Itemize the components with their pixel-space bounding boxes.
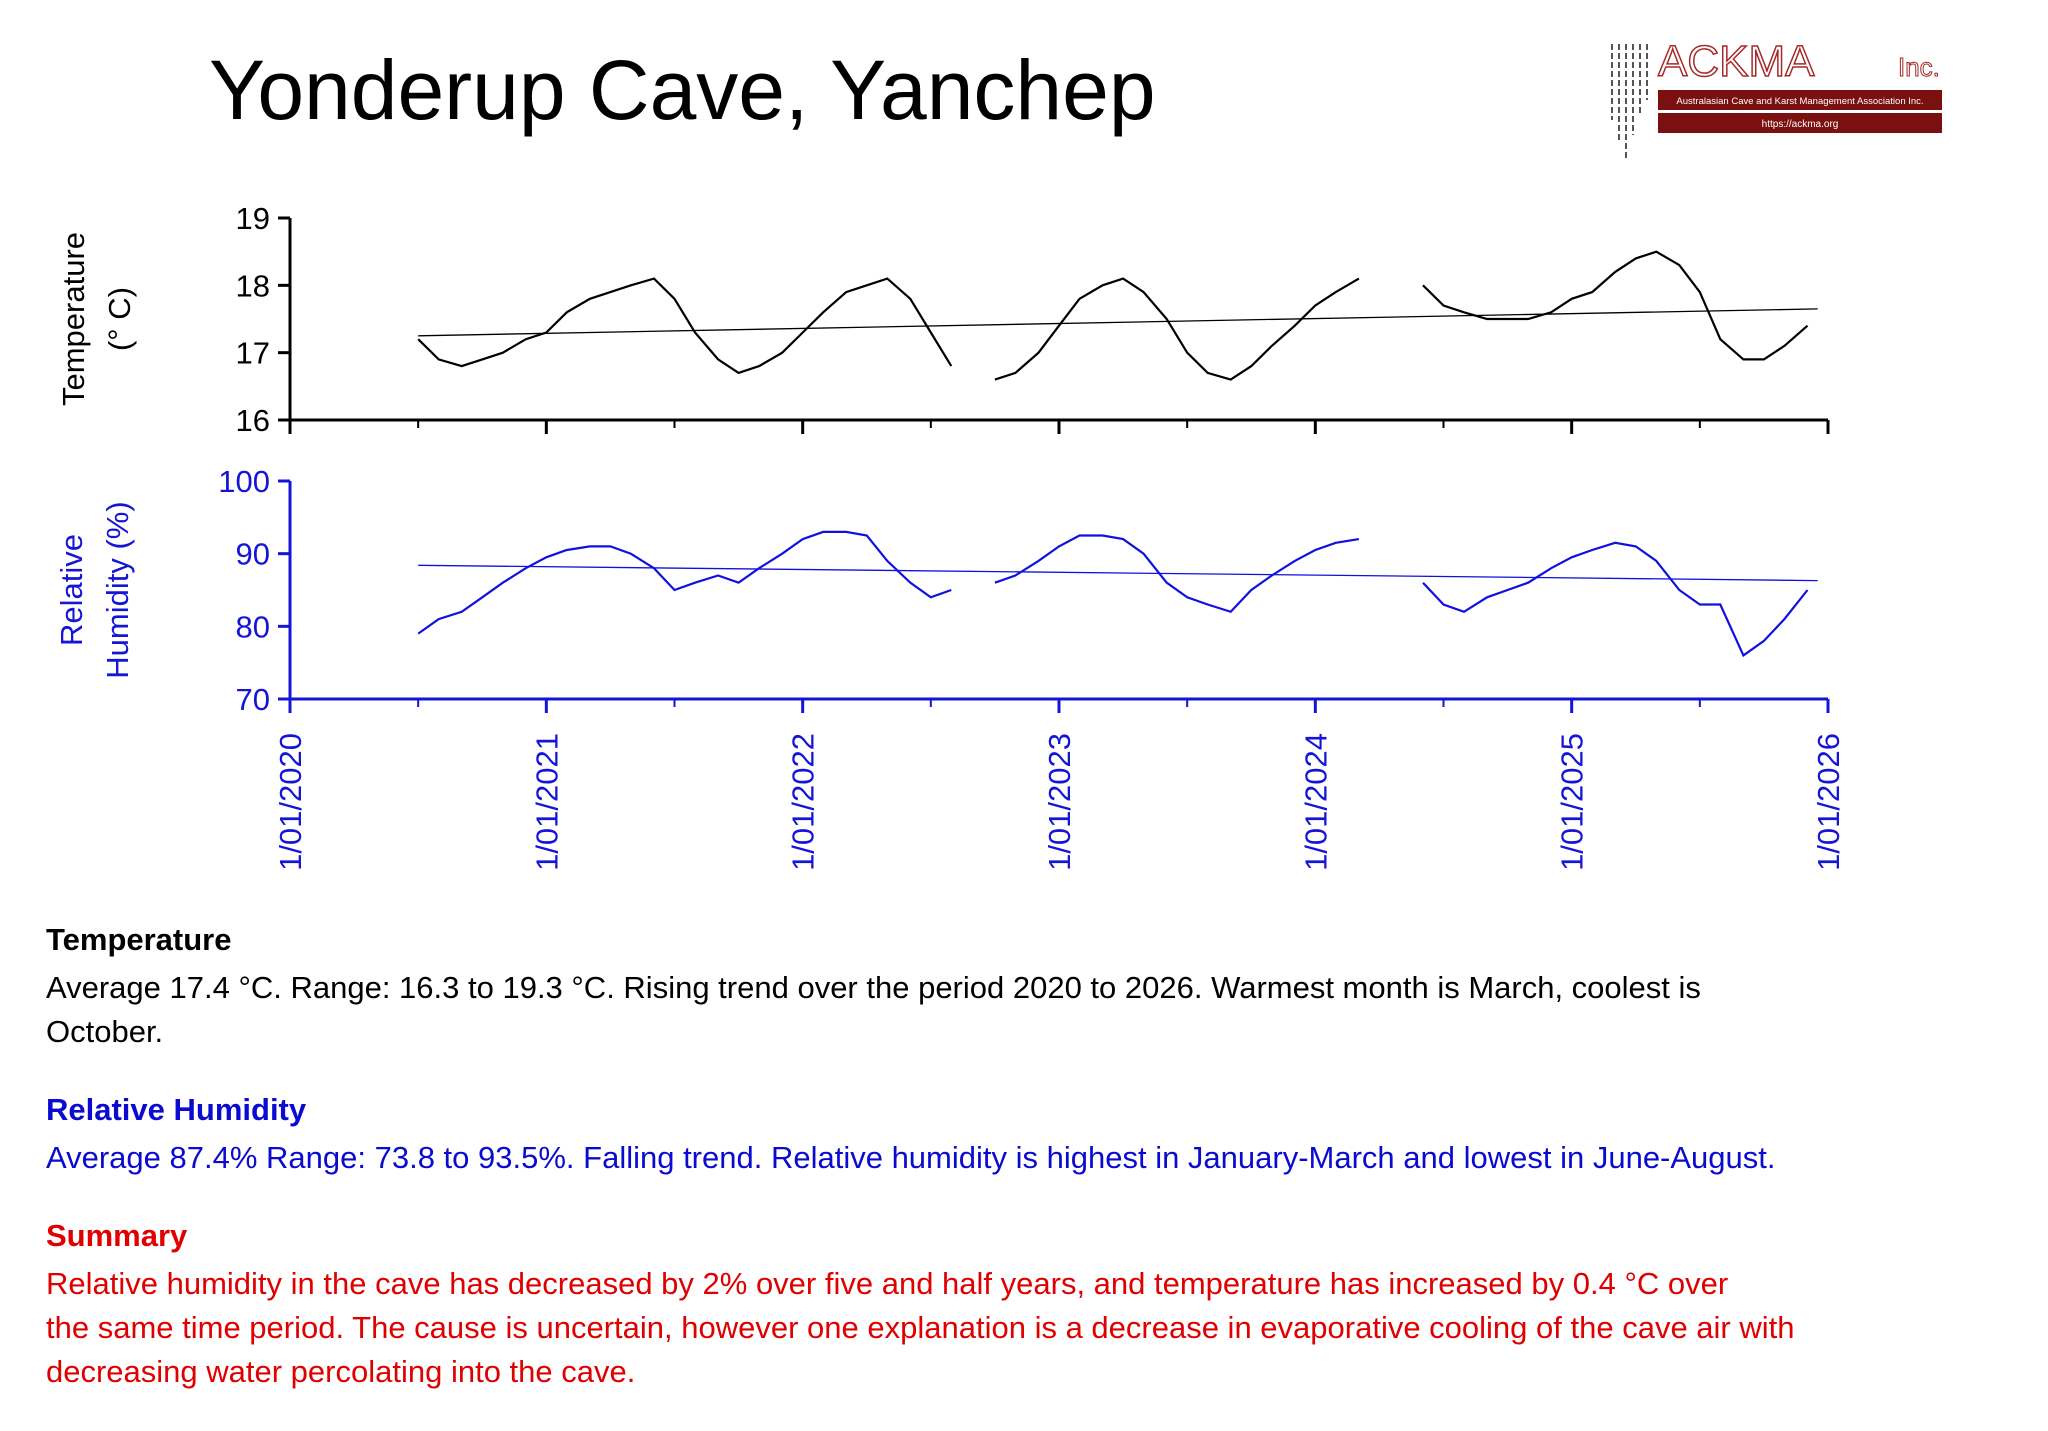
y-tick-label: 16 <box>236 403 270 438</box>
y-tick-label: 18 <box>236 268 270 303</box>
note-line: Average 87.4% Range: 73.8 to 93.5%. Fall… <box>46 1140 1776 1175</box>
note-line: the same time period. The cause is uncer… <box>46 1310 1795 1345</box>
series-line <box>417 250 1809 381</box>
y-axis-label: Humidity (%) <box>100 501 135 678</box>
note-line: Average 17.4 °C. Range: 16.3 to 19.3 °C.… <box>46 970 1701 1005</box>
charts: 16 17 18 19 Temperature (° C) 70 80 90 100 1/01/20… <box>54 201 1846 871</box>
note-heading: Relative Humidity <box>46 1092 307 1127</box>
x-tick-label: 1/01/2026 <box>1811 733 1846 871</box>
x-tick-label: 1/01/2025 <box>1555 733 1590 871</box>
note-line: decreasing water percolating into the ca… <box>46 1354 636 1389</box>
note-line: October. <box>46 1014 164 1049</box>
y-tick-label: 70 <box>236 682 270 717</box>
note: Summary Relative humidity in the cave has… <box>46 1214 2036 1394</box>
x-tick-label: 1/01/2022 <box>786 733 821 871</box>
page-title: Yonderup Cave, Yanchep <box>209 43 1156 137</box>
logo-name: ACKMA <box>1658 40 1815 86</box>
x-tick-label: 1/01/2021 <box>529 733 564 871</box>
note-heading: Summary <box>46 1218 188 1253</box>
notes: Temperature Average 17.4 °C. Range: 16.3 … <box>46 918 2036 1428</box>
note: Temperature Average 17.4 °C. Range: 16.3 … <box>46 918 2036 1054</box>
y-tick-label: 90 <box>236 537 270 572</box>
y-tick-label: 19 <box>236 201 270 236</box>
y-axis-label: (° C) <box>102 287 137 351</box>
logo-tagline: Australasian Cave and Karst Management A… <box>1676 96 1923 107</box>
y-tick-label: 100 <box>218 464 270 499</box>
note: Relative Humidity Average 87.4% Range: 73… <box>46 1088 2036 1180</box>
note-line: Relative humidity in the cave has decrea… <box>46 1266 1729 1301</box>
logo-suffix: Inc. <box>1898 52 1940 82</box>
y-tick-label: 80 <box>236 609 270 644</box>
note-heading: Temperature <box>46 922 232 957</box>
series-line <box>418 308 1818 337</box>
series-line <box>418 564 1818 582</box>
series-line <box>417 530 1809 658</box>
logo-url: https://ackma.org <box>1762 119 1839 130</box>
y-tick-label: 17 <box>236 336 270 371</box>
y-axis-label: Relative <box>54 534 89 646</box>
y-axis-label: Temperature <box>56 232 91 406</box>
x-tick-label: 1/01/2020 <box>273 733 308 871</box>
x-tick-label: 1/01/2023 <box>1042 733 1077 871</box>
logo: ACKMA Inc. Australasian Cave and Karst M… <box>1611 40 1942 158</box>
x-tick-label: 1/01/2024 <box>1298 733 1333 871</box>
